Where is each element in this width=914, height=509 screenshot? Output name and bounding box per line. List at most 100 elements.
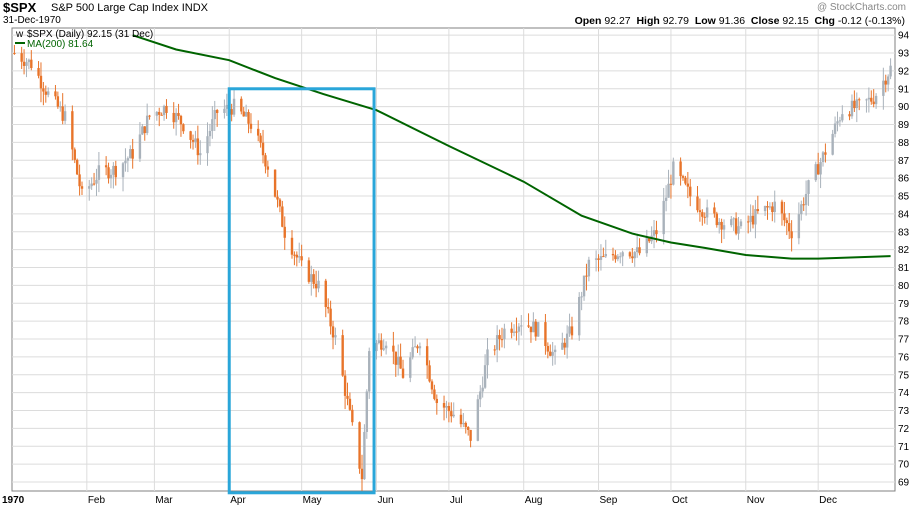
candle-body	[512, 331, 516, 333]
y-tick-label: 74	[898, 388, 910, 399]
candle-body	[109, 174, 113, 179]
candle-body	[703, 216, 706, 218]
chg-value: -0.12 (-0.13%)	[837, 15, 905, 27]
candle-body	[92, 183, 96, 185]
candle-body	[546, 346, 550, 352]
y-tick-label: 90	[898, 102, 910, 113]
candle-body	[90, 183, 93, 187]
candle-body	[95, 179, 98, 184]
ma-line-group	[132, 34, 891, 260]
candle-body	[872, 101, 875, 105]
y-tick-label: 73	[898, 406, 910, 417]
candle-body	[37, 68, 40, 76]
x-tick-label: 1970	[2, 495, 25, 506]
candle-body	[71, 111, 74, 150]
candle-body	[148, 115, 151, 117]
candle-body	[283, 226, 286, 238]
candle-body	[312, 274, 315, 284]
candle-body	[648, 237, 651, 242]
candle-body	[363, 431, 366, 480]
highlight-box	[227, 87, 376, 495]
candle-body	[317, 280, 320, 289]
candle-body	[278, 199, 282, 207]
y-tick-label: 93	[898, 49, 910, 60]
candle-body	[208, 130, 212, 137]
candle-body	[838, 120, 842, 122]
candle-body	[196, 138, 200, 156]
candle-body	[145, 115, 149, 134]
candle-body	[529, 326, 533, 333]
candle-body	[331, 326, 335, 338]
candle-body	[329, 308, 332, 327]
candle-body	[679, 161, 682, 177]
candle-body	[580, 296, 583, 298]
candle-body	[413, 346, 417, 348]
candle-body	[392, 345, 395, 352]
y-tick-label: 94	[898, 31, 910, 42]
candle-body	[126, 158, 130, 161]
candle-body	[88, 186, 91, 189]
candle-body	[266, 166, 270, 170]
candle-body	[638, 247, 641, 254]
open-label: Open	[574, 15, 602, 27]
candle-body	[746, 221, 750, 223]
candle-body	[124, 160, 127, 164]
candle-body	[158, 111, 161, 115]
candle-body	[351, 409, 354, 423]
candle-body	[882, 80, 885, 96]
candle-body	[310, 274, 313, 282]
candle-body	[739, 221, 743, 227]
candle-body	[568, 326, 571, 334]
candle-body	[633, 252, 636, 259]
candle-body	[174, 113, 178, 123]
candle-body	[734, 218, 738, 234]
candle-body	[290, 237, 294, 255]
candle-body	[73, 149, 76, 160]
y-tick-label: 82	[898, 245, 910, 256]
candle-body	[662, 200, 665, 235]
candle-body	[469, 429, 472, 441]
candle-body	[182, 124, 185, 132]
candle-body	[54, 91, 57, 97]
x-tick-label: Jun	[377, 495, 393, 506]
candle-body	[433, 389, 436, 399]
candle-body	[850, 100, 854, 117]
candle-body	[194, 138, 197, 142]
candle-body	[855, 99, 858, 109]
candle-body	[295, 254, 299, 258]
candle-body	[199, 153, 202, 156]
y-tick-label: 80	[898, 281, 910, 292]
candle-body	[380, 340, 383, 350]
candle-body	[667, 183, 670, 198]
candle-body	[853, 100, 856, 109]
candle-body	[722, 225, 726, 230]
candle-body	[570, 326, 574, 336]
candle-body	[831, 133, 834, 155]
candle-body	[771, 206, 774, 213]
candle-body	[696, 196, 699, 211]
candle-body	[858, 99, 861, 101]
candle-body	[614, 255, 617, 260]
candle-body	[59, 106, 62, 108]
close-label: Close	[750, 15, 780, 27]
candle-body	[56, 96, 60, 107]
candle-body	[63, 111, 67, 121]
candle-body	[141, 126, 144, 135]
y-tick-label: 78	[898, 317, 910, 328]
y-tick-label: 75	[898, 370, 910, 381]
candle-body	[768, 206, 772, 208]
candle-body	[326, 307, 330, 309]
y-tick-label: 71	[898, 442, 910, 453]
candle-body	[418, 346, 422, 349]
candle-body	[578, 296, 581, 336]
candle-body	[527, 325, 530, 327]
candle-body	[411, 347, 414, 358]
candle-body	[495, 335, 499, 350]
y-tick-label: 70	[898, 460, 910, 471]
candle-body	[442, 403, 446, 408]
x-tick-label: Jul	[450, 495, 463, 506]
candle-body	[616, 256, 620, 260]
candle-body	[259, 135, 262, 143]
candle-body	[785, 220, 788, 224]
